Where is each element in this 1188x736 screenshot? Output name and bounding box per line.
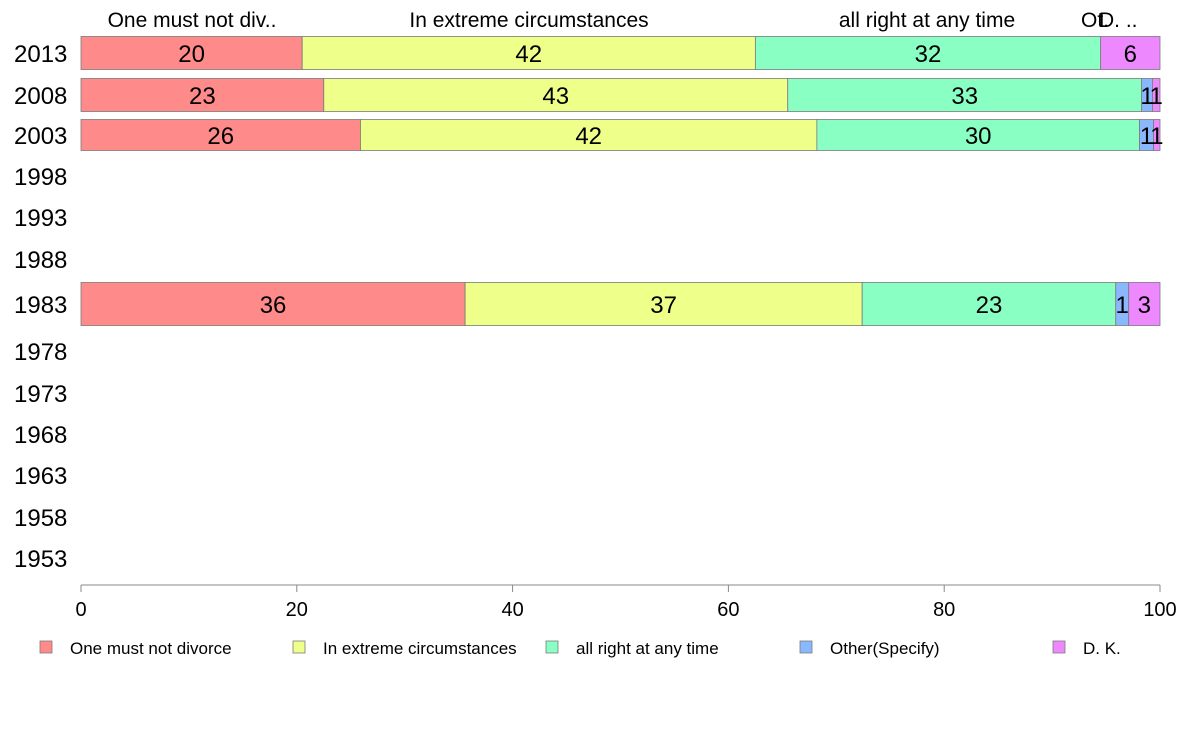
- data-label: 30: [965, 123, 992, 150]
- data-label: 3: [1138, 292, 1151, 319]
- data-label: 1: [1150, 83, 1163, 110]
- legend-item: One must not divorce: [39, 639, 232, 658]
- category-headers: One must not div.. In extreme circumstanc…: [108, 9, 1138, 32]
- bar-segment: [464, 282, 863, 326]
- year-label: 1973: [14, 381, 67, 408]
- category-header: all right at any time: [839, 9, 1015, 32]
- bar-row-1983: 36 37 23 1 3: [80, 282, 1161, 326]
- data-label: 6: [1124, 41, 1137, 68]
- bar-segment: [787, 78, 1143, 112]
- category-header: Ot.: [1081, 9, 1109, 32]
- legend-swatch: [292, 640, 306, 654]
- bar-segment: [861, 282, 1117, 326]
- bar-segment: [1152, 78, 1161, 112]
- data-label: 26: [207, 123, 234, 150]
- legend-label: D. K.: [1083, 639, 1121, 658]
- data-label: 32: [915, 41, 942, 68]
- category-header: D. ..: [1099, 9, 1138, 32]
- legend-swatch: [545, 640, 559, 654]
- x-tick-label: 100: [1143, 599, 1176, 621]
- category-header: One must not div..: [108, 9, 277, 32]
- bar-segment: [80, 78, 325, 112]
- category-header: In extreme circumstances: [409, 9, 648, 32]
- data-label: 42: [515, 41, 542, 68]
- year-label: 2003: [14, 123, 67, 150]
- year-label: 1993: [14, 205, 67, 232]
- bar-segment: [1128, 282, 1161, 326]
- legend-label: Other(Specify): [830, 639, 940, 658]
- data-label: 1: [1140, 83, 1153, 110]
- bar-segment: [80, 119, 361, 151]
- data-label: 1: [1116, 292, 1129, 319]
- bar-segment: [1153, 119, 1161, 151]
- x-tick-label: 80: [933, 599, 955, 621]
- x-axis: 0 20 40 60 80 100: [75, 584, 1177, 621]
- bar-row-2003: 26 42 30 11: [80, 119, 1163, 151]
- bar-segment: [323, 78, 789, 112]
- bar-segment: [1100, 36, 1161, 70]
- year-axis: 2013 2008 2003 1998 1993 1988 1983 1978 1973 1968…: [14, 41, 67, 573]
- data-label: 42: [575, 123, 602, 150]
- year-label: 1998: [14, 164, 67, 191]
- bar-row-2008: 23 43 33 11: [80, 78, 1163, 112]
- legend-swatch: [1052, 640, 1066, 654]
- data-label: 37: [650, 292, 677, 319]
- data-label: 33: [951, 83, 978, 110]
- x-tick-label: 20: [286, 599, 308, 621]
- legend-swatch: [39, 640, 53, 654]
- data-label: 1: [1150, 123, 1163, 150]
- legend-label: One must not divorce: [70, 639, 232, 658]
- x-tick-label: 0: [75, 599, 86, 621]
- bar-segment: [301, 36, 756, 70]
- year-label: 1983: [14, 292, 67, 319]
- data-label: 23: [189, 83, 216, 110]
- year-label: 1963: [14, 463, 67, 490]
- year-label: 1953: [14, 546, 67, 573]
- bar-segment: [80, 282, 466, 326]
- data-label: 36: [260, 292, 287, 319]
- year-label: 1978: [14, 339, 67, 366]
- legend-item: Other(Specify): [799, 639, 940, 658]
- legend-label: all right at any time: [576, 639, 719, 658]
- legend-swatch: [799, 640, 813, 654]
- legend: One must not divorce In extreme circumsta…: [39, 639, 1121, 658]
- year-label: 2008: [14, 83, 67, 110]
- legend-label: In extreme circumstances: [323, 639, 517, 658]
- year-label: 1988: [14, 247, 67, 274]
- data-label: 1: [1140, 123, 1153, 150]
- data-label: 23: [976, 292, 1003, 319]
- legend-item: D. K.: [1052, 639, 1121, 658]
- bar-segment: [816, 119, 1140, 151]
- year-label: 1968: [14, 422, 67, 449]
- data-label: 43: [542, 83, 569, 110]
- year-label: 1958: [14, 505, 67, 532]
- data-label: 20: [178, 41, 205, 68]
- x-tick-label: 40: [501, 599, 523, 621]
- year-label: 2013: [14, 41, 67, 68]
- legend-item: all right at any time: [545, 639, 719, 658]
- bar-row-2013: 20 42 32 6: [80, 36, 1161, 70]
- x-tick-label: 60: [717, 599, 739, 621]
- legend-item: In extreme circumstances: [292, 639, 517, 658]
